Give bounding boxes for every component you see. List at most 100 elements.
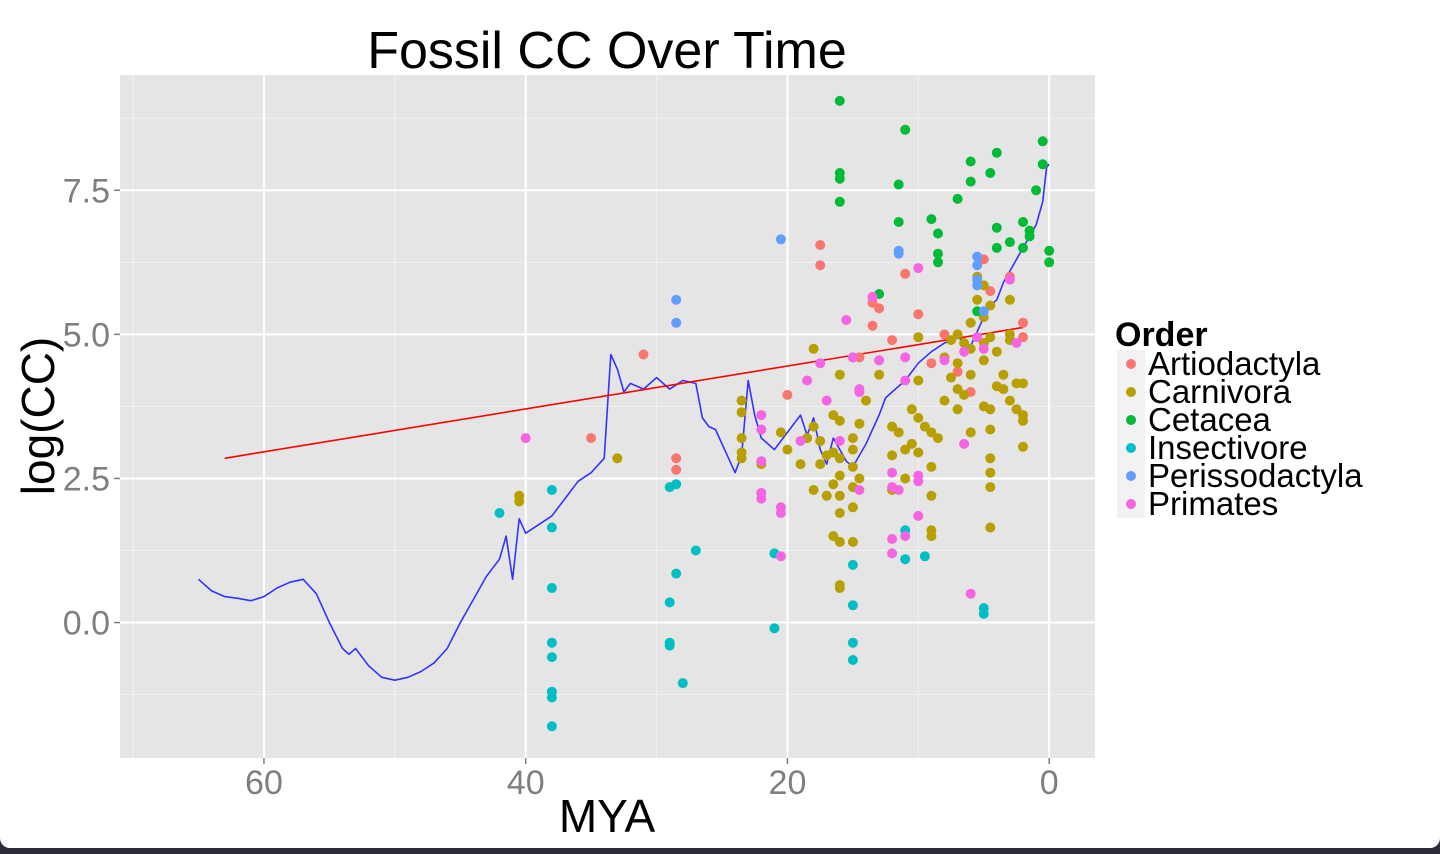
data-point bbox=[514, 496, 525, 507]
data-point bbox=[965, 588, 976, 599]
data-point bbox=[808, 421, 819, 432]
data-point bbox=[834, 369, 845, 380]
data-point bbox=[821, 395, 832, 406]
data-point bbox=[959, 338, 970, 348]
data-point bbox=[847, 637, 858, 648]
data-point bbox=[919, 421, 930, 432]
data-point bbox=[952, 404, 963, 415]
x-axis-ticks: 60 40 20 0 bbox=[245, 758, 1059, 802]
data-point bbox=[756, 456, 767, 467]
data-point bbox=[815, 358, 826, 369]
data-point bbox=[1044, 245, 1055, 256]
data-point bbox=[736, 407, 747, 418]
data-point bbox=[775, 508, 786, 518]
series-primates bbox=[520, 263, 1022, 599]
y-axis-title: log(CC) bbox=[12, 337, 64, 495]
data-point bbox=[612, 453, 623, 464]
legend-item-cetacea: Cetacea bbox=[1117, 401, 1272, 438]
data-point bbox=[736, 447, 747, 458]
data-point bbox=[834, 95, 845, 106]
data-point bbox=[926, 358, 937, 369]
data-point bbox=[756, 424, 767, 435]
data-point bbox=[546, 637, 557, 648]
y-axis-ticks: 0.0 2.5 5.0 7.5 bbox=[63, 172, 120, 643]
x-tick-label: 0 bbox=[1040, 764, 1059, 802]
grid-minor bbox=[120, 75, 1095, 758]
data-point bbox=[952, 193, 963, 204]
data-point bbox=[664, 640, 675, 651]
chart-title: Fossil CC Over Time bbox=[367, 22, 847, 80]
series-perissodactyla bbox=[671, 234, 989, 328]
data-point bbox=[494, 508, 505, 518]
legend-swatch bbox=[1126, 387, 1136, 397]
data-point bbox=[893, 179, 904, 190]
data-point bbox=[933, 433, 943, 444]
data-point bbox=[834, 453, 845, 464]
data-point bbox=[834, 173, 845, 184]
data-point bbox=[802, 375, 813, 386]
data-point bbox=[978, 355, 989, 366]
data-point bbox=[893, 217, 904, 227]
data-point bbox=[913, 375, 924, 386]
data-point bbox=[834, 415, 845, 426]
points-layer bbox=[494, 95, 1055, 732]
data-point bbox=[847, 502, 858, 513]
legend-label: Insectivore bbox=[1148, 429, 1308, 466]
data-point bbox=[1004, 237, 1015, 248]
data-point bbox=[769, 623, 780, 634]
y-tick-label: 2.5 bbox=[63, 460, 110, 498]
legend-items: ArtiodactylaCarnivoraCetaceaInsectivoreP… bbox=[1117, 345, 1363, 522]
data-point bbox=[952, 358, 963, 369]
data-point bbox=[913, 447, 924, 458]
data-point bbox=[847, 444, 858, 455]
legend-swatch bbox=[1126, 499, 1136, 509]
data-point bbox=[978, 306, 989, 317]
data-point bbox=[671, 294, 682, 305]
legend-label: Cetacea bbox=[1148, 401, 1272, 438]
data-point bbox=[795, 436, 806, 446]
data-point bbox=[1018, 332, 1028, 343]
data-point bbox=[985, 522, 996, 533]
legend-item-artiodactyla: Artiodactyla bbox=[1117, 345, 1321, 382]
data-point bbox=[913, 263, 924, 274]
data-point bbox=[847, 461, 858, 472]
data-point bbox=[1004, 294, 1015, 305]
data-point bbox=[933, 257, 943, 268]
data-point bbox=[965, 156, 976, 167]
data-point bbox=[834, 470, 845, 481]
data-point bbox=[887, 548, 898, 559]
data-point bbox=[671, 568, 682, 579]
data-point bbox=[546, 721, 557, 732]
data-point bbox=[985, 424, 996, 435]
data-point bbox=[834, 490, 845, 501]
data-point bbox=[671, 317, 682, 328]
data-point bbox=[834, 536, 845, 547]
data-point bbox=[965, 369, 976, 380]
y-tick-label: 0.0 bbox=[63, 605, 110, 643]
x-axis-title: MYA bbox=[559, 790, 656, 842]
data-point bbox=[933, 228, 943, 239]
data-point bbox=[926, 427, 937, 438]
data-point bbox=[946, 335, 956, 346]
data-point bbox=[808, 343, 819, 354]
data-point bbox=[847, 536, 858, 547]
data-point bbox=[991, 222, 1002, 233]
legend: Order ArtiodactylaCarnivoraCetaceaInsect… bbox=[1115, 316, 1363, 522]
data-point bbox=[887, 450, 898, 461]
data-point bbox=[939, 395, 950, 406]
data-point bbox=[893, 427, 904, 438]
x-tick-label: 40 bbox=[507, 764, 545, 802]
data-point bbox=[991, 242, 1002, 253]
legend-item-perissodactyla: Perissodactyla bbox=[1117, 457, 1363, 494]
data-point bbox=[972, 332, 983, 343]
data-point bbox=[828, 410, 839, 421]
data-point bbox=[978, 608, 989, 619]
data-point bbox=[671, 464, 682, 475]
data-point bbox=[900, 554, 911, 565]
data-point bbox=[736, 395, 747, 406]
data-point bbox=[1011, 404, 1022, 415]
legend-item-carnivora: Carnivora bbox=[1117, 373, 1292, 410]
data-point bbox=[985, 482, 996, 493]
data-point bbox=[795, 459, 806, 470]
data-point bbox=[959, 346, 970, 357]
